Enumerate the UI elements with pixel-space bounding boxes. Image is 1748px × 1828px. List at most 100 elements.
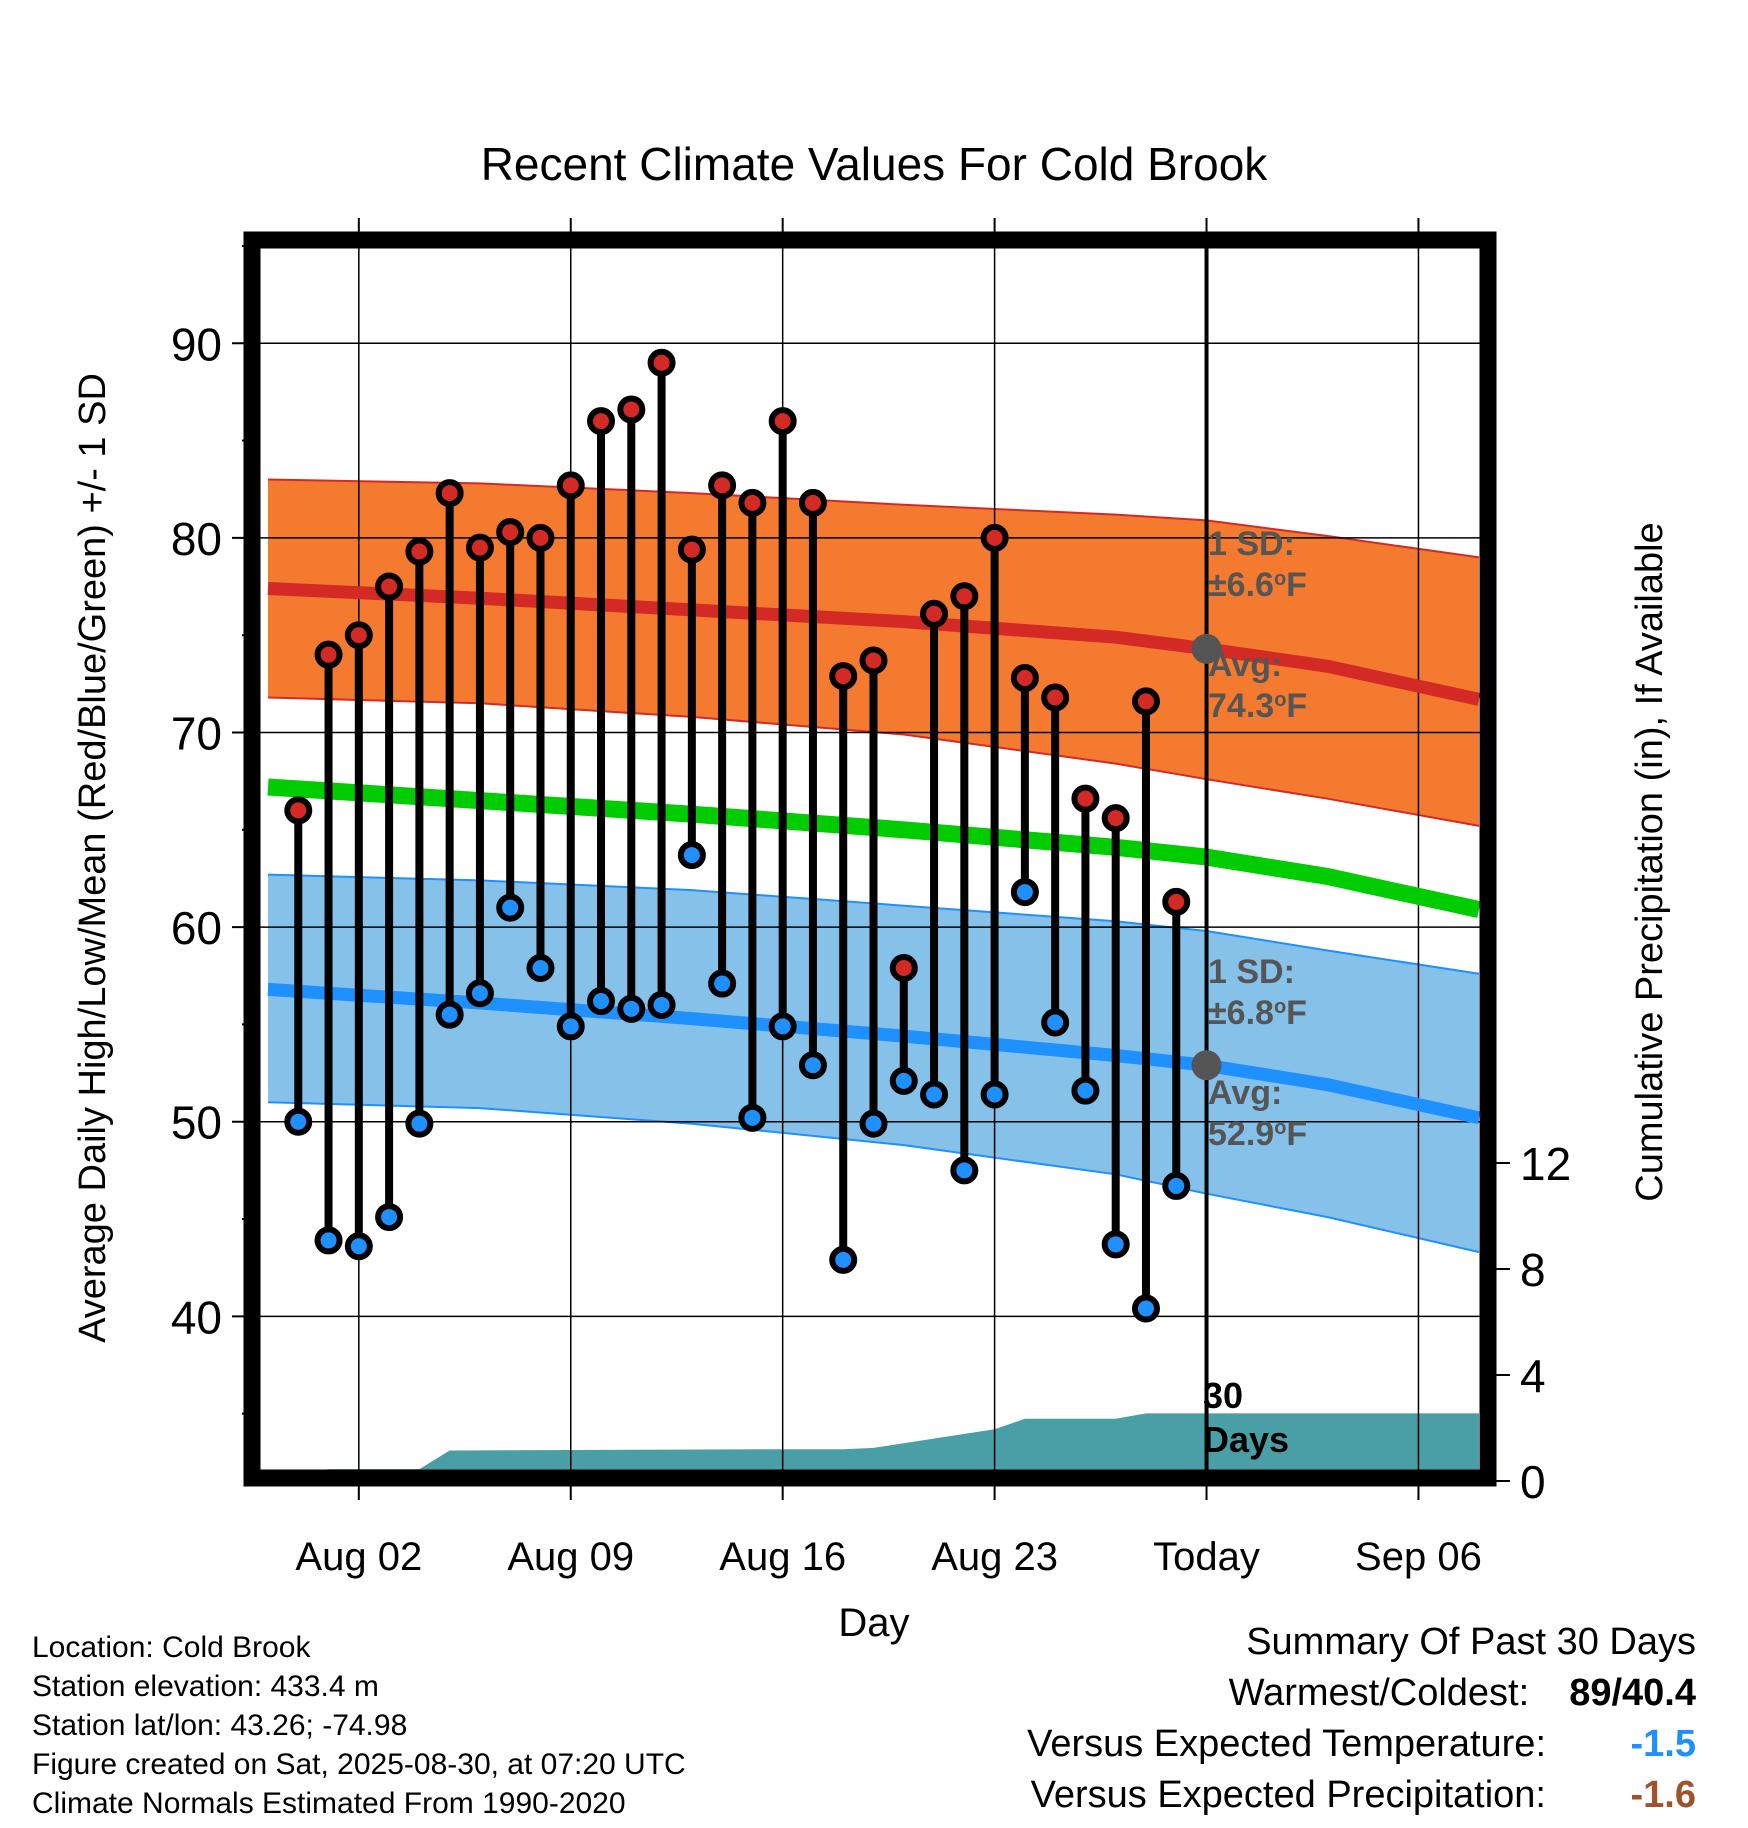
daily-high-marker [798, 488, 827, 517]
avg-mean-line [267, 778, 1481, 918]
daily-low-marker [284, 1107, 313, 1136]
summary-warmest-coldest-row: Warmest/Coldest: 89/40.4 [1229, 1672, 1696, 1715]
daily-high-marker [859, 646, 888, 675]
low-band-lower-edge [267, 1101, 1480, 1254]
location-text: Location: Cold Brook [32, 1631, 311, 1664]
daily-low-marker [829, 1245, 858, 1274]
daily-high-marker [1010, 664, 1039, 693]
temp-vs-expected-label: Versus Expected Temperature: [1027, 1723, 1546, 1765]
daily-high-marker [496, 518, 525, 547]
daily-high-marker [950, 582, 979, 611]
elevation-text: Station elevation: 433.4 m [32, 1670, 379, 1703]
low-avg-value: 52.9oF [1208, 1115, 1307, 1153]
daily-low-marker [344, 1232, 373, 1261]
created-text: Figure created on Sat, 2025-08-30, at 07… [32, 1748, 686, 1781]
x-tick-label: Aug 09 [507, 1535, 634, 1579]
latlon-text: Station lat/lon: 43.26; -74.98 [32, 1709, 408, 1742]
daily-low-marker [798, 1051, 827, 1080]
high-sd-label: 1 SD: [1208, 525, 1295, 563]
y2-tick-label: 0 [1520, 1456, 1546, 1508]
y-tick-label: 80 [171, 513, 222, 565]
daily-low-marker [465, 979, 494, 1008]
daily-high-marker [435, 479, 464, 508]
y2-axis-title: Cumulative Precipitation (in), If Availa… [1629, 522, 1671, 1201]
daily-low-marker [980, 1080, 1009, 1109]
daily-low-marker [708, 969, 737, 998]
x-tick-label: Aug 23 [931, 1535, 1058, 1579]
daily-low-marker [1071, 1076, 1100, 1105]
y-axis-title: Average Daily High/Low/Mean (Red/Blue/Gr… [72, 373, 114, 1343]
y-tick-label: 90 [171, 318, 222, 370]
precip-vs-expected-value: -1.6 [1630, 1774, 1696, 1816]
daily-high-marker [1131, 687, 1160, 716]
y2-tick-label: 4 [1520, 1350, 1546, 1402]
daily-low-marker [556, 1012, 585, 1041]
daily-high-marker [829, 662, 858, 691]
y2-tick-label: 8 [1520, 1244, 1546, 1296]
high-sd-value: ±6.6oF [1208, 566, 1307, 604]
x-tick-label: Today [1153, 1535, 1260, 1579]
y2-tick-label: 12 [1520, 1138, 1571, 1190]
daily-high-marker [647, 348, 676, 377]
chart-title: Recent Climate Values For Cold Brook [481, 138, 1269, 190]
today-avg-low-marker [1191, 1050, 1222, 1081]
daily-low-marker [1041, 1008, 1070, 1037]
daily-high-marker [344, 621, 373, 650]
x-axis-title: Day [838, 1601, 909, 1645]
daily-high-marker [1041, 683, 1070, 712]
warmest-value: 89 [1569, 1672, 1612, 1714]
daily-low-marker [889, 1066, 918, 1095]
low-band-upper-edge [267, 873, 1480, 975]
daily-low-marker [768, 1012, 797, 1041]
daily-high-marker [526, 523, 555, 552]
daily-low-marker [617, 994, 646, 1023]
x-tick-label: Sep 06 [1355, 1535, 1482, 1579]
daily-low-marker [496, 893, 525, 922]
daily-high-marker [889, 953, 918, 982]
daily-low-marker [375, 1203, 404, 1232]
daily-high-marker [617, 395, 646, 424]
daily-high-marker [768, 407, 797, 436]
daily-high-marker [284, 796, 313, 825]
avg-high-line [267, 582, 1481, 706]
daily-high-marker [738, 488, 767, 517]
daily-high-marker [1101, 804, 1130, 833]
high-band-upper-edge [267, 478, 1480, 559]
daily-low-marker [677, 841, 706, 870]
daily-high-marker [587, 407, 616, 436]
low-sd-value: ±6.8oF [1208, 994, 1307, 1032]
temp-vs-expected-value: -1.5 [1630, 1723, 1696, 1765]
daily-high-marker [556, 471, 585, 500]
today-avg-high-marker [1191, 633, 1222, 664]
warmest-coldest-value: 89/40.4 [1569, 1672, 1696, 1714]
daily-low-marker [1010, 878, 1039, 907]
summary-title: Summary Of Past 30 Days [1246, 1621, 1696, 1663]
daily-low-marker [859, 1109, 888, 1138]
coldest-value: 40.4 [1622, 1672, 1696, 1714]
daily-high-marker [920, 599, 949, 628]
daily-high-marker [708, 471, 737, 500]
high-avg-value: 74.3oF [1208, 687, 1307, 725]
daily-low-marker [435, 1000, 464, 1029]
daily-high-marker [1071, 784, 1100, 813]
high-band-lower-edge [267, 696, 1480, 827]
precip-vs-expected-label: Versus Expected Precipitation: [1030, 1774, 1546, 1816]
warmest-coldest-label: Warmest/Coldest: [1228, 1672, 1530, 1714]
daily-low-marker [587, 987, 616, 1016]
daily-low-marker [738, 1103, 767, 1132]
avg-low-line [267, 982, 1481, 1125]
daily-low-marker [1101, 1230, 1130, 1259]
y-tick-label: 40 [171, 1291, 222, 1343]
daily-low-marker [1131, 1294, 1160, 1323]
daily-high-marker [1162, 887, 1191, 916]
y-tick-label: 50 [171, 1097, 222, 1149]
daily-low-marker [920, 1080, 949, 1109]
daily-high-marker [375, 572, 404, 601]
y-tick-label: 70 [171, 708, 222, 760]
daily-low-marker [526, 953, 555, 982]
normals-text: Climate Normals Estimated From 1990-2020 [32, 1787, 626, 1820]
low-avg-label: Avg: [1208, 1074, 1282, 1112]
daily-high-marker [465, 533, 494, 562]
daily-low-marker [405, 1109, 434, 1138]
